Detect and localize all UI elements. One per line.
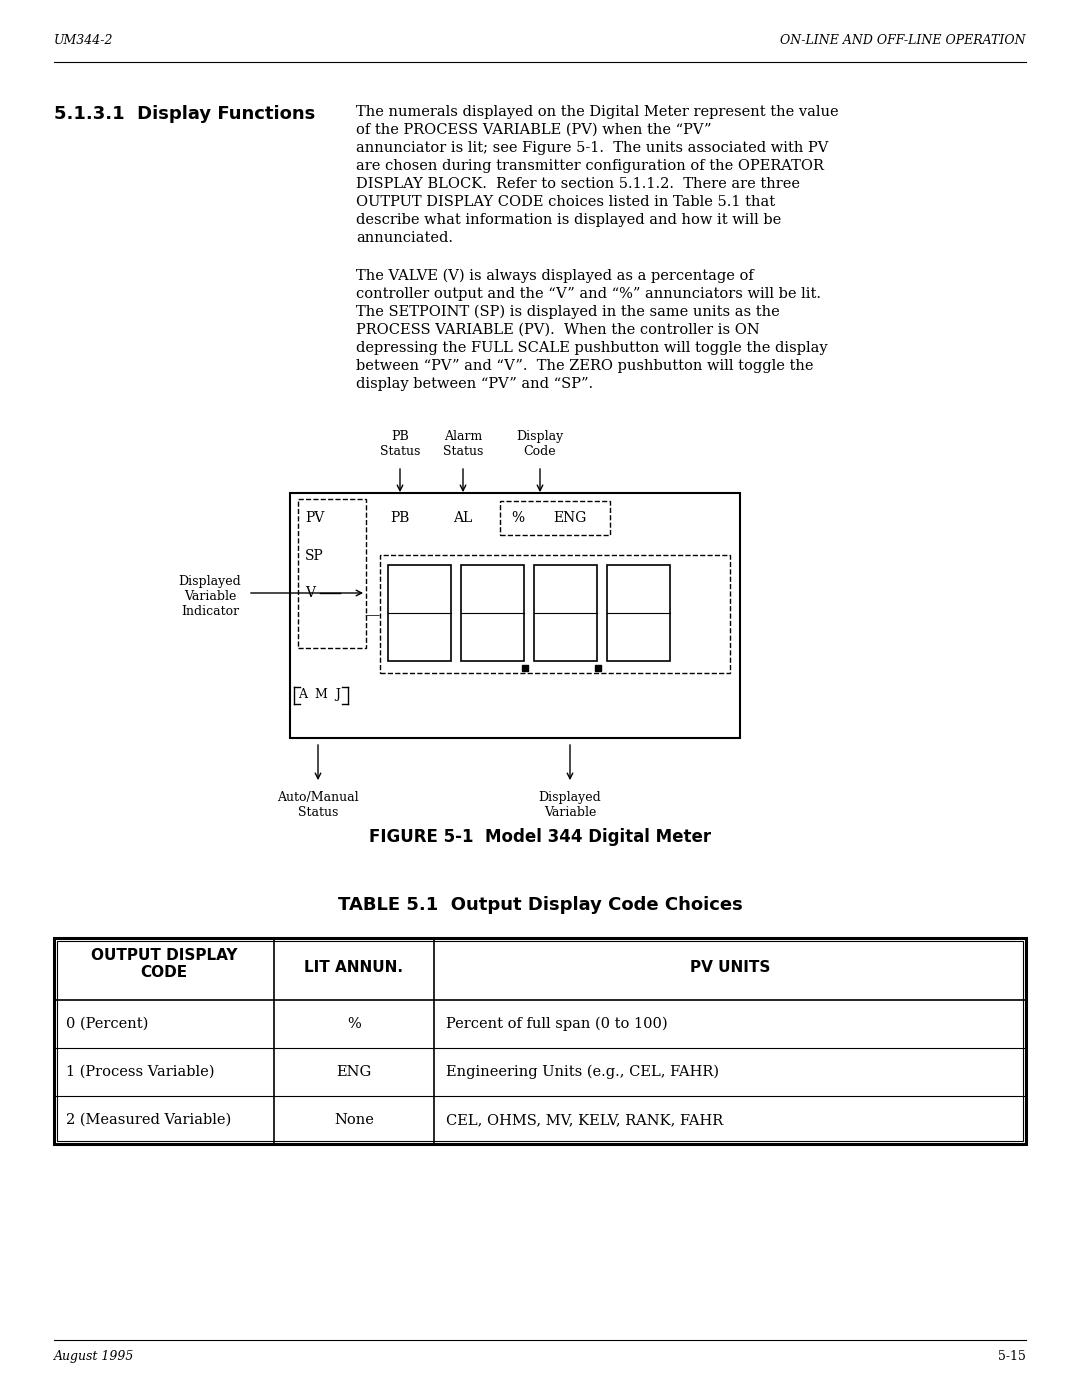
Text: OUTPUT DISPLAY CODE choices listed in Table 5.1 that: OUTPUT DISPLAY CODE choices listed in Ta…: [356, 196, 775, 210]
Text: Displayed
Variable
Indicator: Displayed Variable Indicator: [178, 576, 241, 617]
Bar: [461, 564, 524, 661]
Text: OUTPUT DISPLAY
CODE: OUTPUT DISPLAY CODE: [91, 949, 238, 981]
Text: ENG: ENG: [336, 1065, 372, 1078]
Text: annunciated.: annunciated.: [356, 231, 453, 244]
Bar: [380, 555, 730, 673]
Text: None: None: [334, 1113, 374, 1127]
Text: 5.1.3.1  Display Functions: 5.1.3.1 Display Functions: [54, 105, 315, 123]
Text: The VALVE (V) is always displayed as a percentage of: The VALVE (V) is always displayed as a p…: [356, 270, 754, 284]
Text: A  M  J: A M J: [298, 687, 341, 701]
Text: Display
Code: Display Code: [516, 430, 564, 458]
Bar: [298, 499, 366, 648]
Text: PV: PV: [305, 511, 324, 525]
Text: PROCESS VARIABLE (PV).  When the controller is ON: PROCESS VARIABLE (PV). When the controll…: [356, 323, 759, 337]
Text: PV UNITS: PV UNITS: [690, 960, 770, 975]
Bar: [54, 937, 1026, 1144]
Bar: [595, 665, 600, 671]
Text: Displayed
Variable: Displayed Variable: [539, 791, 602, 819]
Text: describe what information is displayed and how it will be: describe what information is displayed a…: [356, 212, 781, 226]
Text: 5-15: 5-15: [998, 1350, 1026, 1363]
Text: ON-LINE AND OFF-LINE OPERATION: ON-LINE AND OFF-LINE OPERATION: [781, 34, 1026, 47]
Text: between “PV” and “V”.  The ZERO pushbutton will toggle the: between “PV” and “V”. The ZERO pushbutto…: [356, 359, 813, 373]
Text: Alarm
Status: Alarm Status: [443, 430, 483, 458]
Text: Percent of full span (0 to 100): Percent of full span (0 to 100): [446, 1017, 667, 1031]
Text: FIGURE 5-1  Model 344 Digital Meter: FIGURE 5-1 Model 344 Digital Meter: [369, 828, 711, 847]
Text: annunciator is lit; see Figure 5-1.  The units associated with PV: annunciator is lit; see Figure 5-1. The …: [356, 141, 828, 155]
Bar: [607, 564, 670, 661]
Text: PB
Status: PB Status: [380, 430, 420, 458]
Text: are chosen during transmitter configuration of the OPERATOR: are chosen during transmitter configurat…: [356, 159, 824, 173]
Bar: [388, 564, 451, 661]
Text: SP: SP: [305, 549, 324, 563]
Text: 1 (Process Variable): 1 (Process Variable): [66, 1065, 215, 1078]
Bar: [522, 665, 528, 671]
Bar: [291, 493, 740, 738]
Text: TABLE 5.1  Output Display Code Choices: TABLE 5.1 Output Display Code Choices: [338, 895, 742, 914]
Text: %: %: [512, 511, 525, 525]
Text: ENG: ENG: [553, 511, 586, 525]
Text: Engineering Units (e.g., CEL, FAHR): Engineering Units (e.g., CEL, FAHR): [446, 1065, 719, 1080]
Text: DISPLAY BLOCK.  Refer to section 5.1.1.2.  There are three: DISPLAY BLOCK. Refer to section 5.1.1.2.…: [356, 177, 800, 191]
Text: AL: AL: [454, 511, 473, 525]
Bar: [500, 502, 610, 535]
Text: depressing the FULL SCALE pushbutton will toggle the display: depressing the FULL SCALE pushbutton wil…: [356, 341, 827, 355]
Text: —: —: [364, 608, 380, 622]
Text: V: V: [305, 585, 315, 599]
Text: %: %: [347, 1017, 361, 1031]
Text: UM344-2: UM344-2: [54, 34, 113, 47]
Bar: [57, 942, 1023, 1141]
Text: August 1995: August 1995: [54, 1350, 134, 1363]
Text: Auto/Manual
Status: Auto/Manual Status: [278, 791, 359, 819]
Text: of the PROCESS VARIABLE (PV) when the “PV”: of the PROCESS VARIABLE (PV) when the “P…: [356, 123, 712, 137]
Text: The numerals displayed on the Digital Meter represent the value: The numerals displayed on the Digital Me…: [356, 105, 839, 119]
Text: 0 (Percent): 0 (Percent): [66, 1017, 148, 1031]
Text: 2 (Measured Variable): 2 (Measured Variable): [66, 1113, 231, 1127]
Text: display between “PV” and “SP”.: display between “PV” and “SP”.: [356, 377, 593, 391]
Text: PB: PB: [390, 511, 409, 525]
Text: CEL, OHMS, MV, KELV, RANK, FAHR: CEL, OHMS, MV, KELV, RANK, FAHR: [446, 1113, 724, 1127]
Text: controller output and the “V” and “%” annunciators will be lit.: controller output and the “V” and “%” an…: [356, 286, 821, 300]
Text: The SETPOINT (SP) is displayed in the same units as the: The SETPOINT (SP) is displayed in the sa…: [356, 305, 780, 320]
Text: LIT ANNUN.: LIT ANNUN.: [305, 960, 404, 975]
Bar: [534, 564, 597, 661]
